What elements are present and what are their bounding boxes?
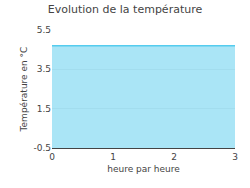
svg-text:Evolution de la température: Evolution de la température: [48, 3, 203, 16]
svg-text:1.5: 1.5: [37, 104, 51, 114]
svg-text:Température en °C: Température en °C: [19, 47, 29, 133]
svg-text:3.5: 3.5: [37, 64, 51, 74]
svg-text:5.5: 5.5: [37, 25, 51, 35]
svg-text:3: 3: [232, 152, 238, 162]
svg-text:heure par heure: heure par heure: [107, 164, 180, 174]
svg-text:1: 1: [110, 152, 116, 162]
svg-text:-0.5: -0.5: [33, 143, 51, 153]
svg-text:2: 2: [171, 152, 177, 162]
svg-text:0: 0: [49, 152, 55, 162]
